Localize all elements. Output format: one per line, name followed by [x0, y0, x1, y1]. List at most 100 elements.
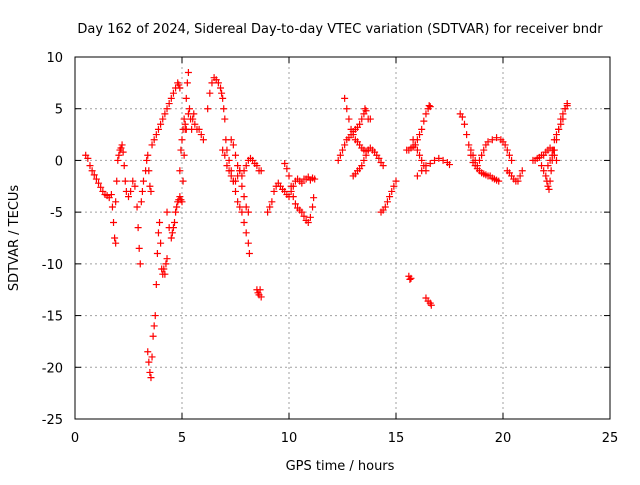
data-point — [366, 115, 374, 123]
data-point — [409, 136, 417, 144]
data-point — [121, 177, 129, 185]
data-point — [120, 162, 128, 170]
data-point — [146, 368, 154, 376]
data-series — [144, 218, 171, 382]
data-series — [176, 105, 207, 175]
data-point — [182, 94, 190, 102]
data-point — [236, 203, 244, 211]
data-point — [221, 115, 229, 123]
data-point — [234, 198, 242, 206]
data-point — [227, 172, 235, 180]
data-point — [189, 115, 197, 123]
data-series — [467, 134, 516, 170]
data-point — [347, 125, 355, 133]
x-axis-label: GPS time / hours — [286, 459, 395, 474]
data-series — [405, 272, 415, 283]
data-point — [177, 146, 185, 154]
data-point — [406, 275, 414, 283]
data-point — [501, 141, 509, 149]
tick-labels-layer: 0 5 10 15 20 25 -25 -20 -15 -10 -5 0 5 10 — [42, 51, 619, 446]
data-point — [134, 224, 142, 232]
data-point — [349, 131, 357, 139]
data-point — [493, 134, 501, 142]
data-point — [117, 144, 125, 152]
data-series — [538, 102, 571, 193]
data-point — [343, 105, 351, 113]
data-point — [147, 187, 155, 195]
data-point — [418, 167, 426, 175]
data-point — [245, 250, 253, 258]
x-tick-label: 10 — [281, 431, 298, 446]
grid-layer — [75, 57, 610, 419]
data-point — [309, 203, 317, 211]
data-point — [425, 102, 433, 110]
data-point — [240, 218, 248, 226]
data-point — [220, 105, 228, 113]
data-point — [148, 141, 156, 149]
data-point — [310, 194, 318, 202]
data-series — [403, 102, 434, 154]
data-point — [238, 182, 246, 190]
data-point — [112, 198, 120, 206]
data-point — [478, 151, 486, 159]
data-point — [463, 131, 471, 139]
data-point — [107, 191, 115, 199]
data-point — [550, 146, 558, 154]
data-point — [184, 69, 192, 77]
data-point — [242, 229, 250, 237]
data-point — [146, 182, 154, 190]
data-point — [545, 185, 553, 193]
plot-frame — [74, 56, 611, 420]
data-point — [238, 172, 246, 180]
data-point — [133, 203, 141, 211]
data-series — [377, 177, 400, 216]
data-point — [345, 115, 353, 123]
data-point — [411, 141, 419, 149]
data-point — [113, 177, 121, 185]
data-point — [162, 260, 170, 268]
data-point — [139, 177, 147, 185]
data-point — [176, 84, 184, 92]
data-point — [392, 177, 400, 185]
data-point — [542, 172, 550, 180]
data-point — [219, 146, 227, 154]
data-point — [108, 203, 116, 211]
data-point — [152, 281, 160, 289]
x-tick-label: 15 — [388, 431, 405, 446]
data-point — [427, 301, 435, 309]
data-point — [114, 156, 122, 164]
data-point — [115, 151, 123, 159]
data-series — [82, 151, 120, 247]
data-point — [152, 131, 160, 139]
data-point — [555, 125, 563, 133]
data-point — [416, 151, 424, 159]
data-point — [514, 177, 522, 185]
data-point — [88, 167, 96, 175]
data-point — [159, 115, 167, 123]
data-point — [356, 120, 364, 128]
data-point — [191, 120, 199, 128]
data-point — [484, 138, 492, 146]
data-point — [561, 105, 569, 113]
data-series — [163, 69, 192, 242]
data-point — [544, 162, 552, 170]
data-point — [110, 218, 118, 226]
data-point — [518, 167, 526, 175]
data-points-layer — [82, 69, 571, 382]
data-point — [154, 125, 162, 133]
data-series — [148, 79, 184, 149]
data-point — [334, 156, 342, 164]
data-point — [206, 89, 214, 97]
data-point — [287, 182, 295, 190]
data-point — [143, 156, 151, 164]
data-point — [214, 79, 222, 87]
data-point — [84, 154, 92, 162]
data-point — [240, 193, 248, 201]
y-tick-label: 5 — [55, 103, 63, 118]
data-point — [418, 156, 426, 164]
data-point — [505, 151, 513, 159]
x-tick-label: 5 — [178, 431, 186, 446]
data-point — [546, 156, 554, 164]
data-point — [341, 94, 349, 102]
data-point — [111, 234, 119, 242]
